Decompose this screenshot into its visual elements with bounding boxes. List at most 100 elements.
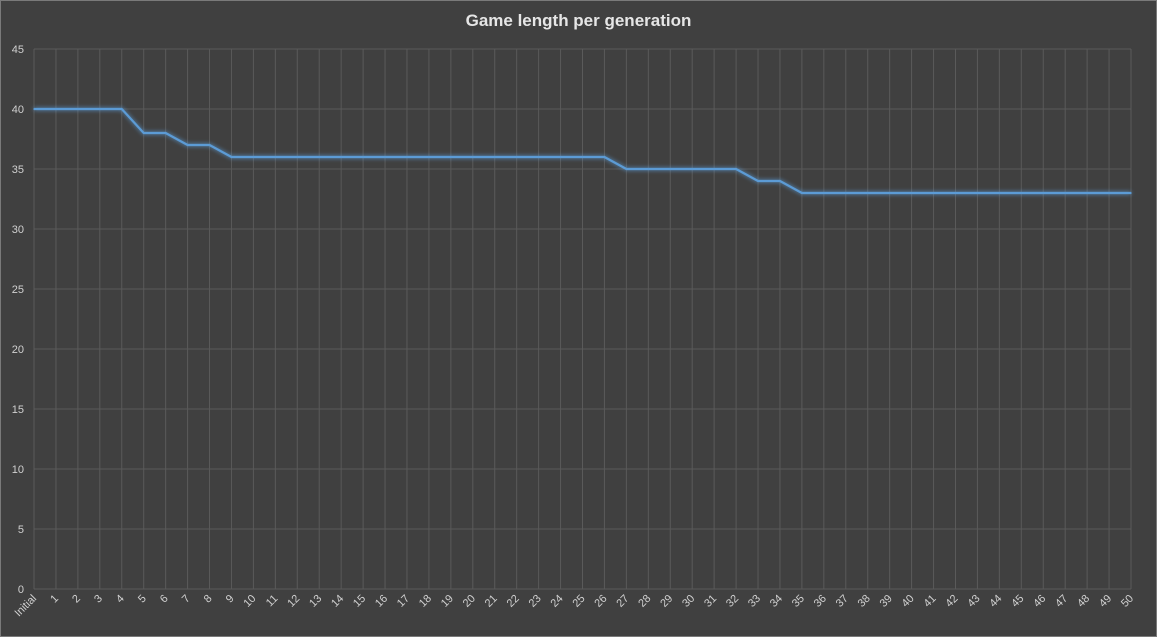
data-point xyxy=(603,156,606,158)
data-point xyxy=(362,156,364,158)
data-point xyxy=(779,180,781,182)
data-point xyxy=(77,108,79,110)
x-tick-label: 35 xyxy=(790,593,807,610)
data-point xyxy=(472,156,474,158)
data-point xyxy=(537,156,540,158)
data-point xyxy=(691,168,693,170)
x-tick-label: 26 xyxy=(592,593,609,610)
x-tick-label: 18 xyxy=(417,593,434,610)
data-point xyxy=(735,168,737,170)
data-point xyxy=(1108,192,1110,194)
y-tick-label: 20 xyxy=(12,344,24,356)
x-tick-label: 24 xyxy=(549,593,566,610)
data-point xyxy=(998,192,1001,194)
data-point xyxy=(384,156,386,158)
y-tick-label: 10 xyxy=(12,464,24,476)
data-point xyxy=(625,168,628,170)
data-point xyxy=(757,180,759,182)
x-tick-label: 33 xyxy=(746,593,763,610)
data-point xyxy=(296,156,299,158)
x-tick-label: 27 xyxy=(614,593,631,610)
y-tick-label: 0 xyxy=(18,584,24,596)
data-point xyxy=(99,108,101,110)
x-tick-label: 13 xyxy=(307,593,324,610)
data-point xyxy=(164,132,167,134)
data-point xyxy=(33,108,35,110)
y-tick-label: 25 xyxy=(12,284,24,296)
data-point xyxy=(1064,192,1066,194)
data-point xyxy=(559,156,562,158)
x-tick-label: 42 xyxy=(943,593,960,610)
y-tick-label: 5 xyxy=(18,524,24,536)
x-tick-label: 25 xyxy=(570,593,587,610)
data-point xyxy=(428,156,430,158)
data-point xyxy=(954,192,957,194)
x-tick-label: 19 xyxy=(439,593,456,610)
x-tick-label: 41 xyxy=(922,593,939,610)
chart-title: Game length per generation xyxy=(465,11,692,30)
x-tick-label: 14 xyxy=(329,593,346,610)
x-tick-label: 12 xyxy=(285,593,302,610)
x-tick-label: 5 xyxy=(136,593,149,606)
data-point xyxy=(866,192,869,194)
x-tick-label: 40 xyxy=(900,593,917,610)
y-tick-label: 30 xyxy=(12,224,24,236)
x-tick-label: 49 xyxy=(1097,593,1114,610)
data-point xyxy=(230,156,233,158)
data-point xyxy=(208,144,211,146)
x-tick-label: 30 xyxy=(680,593,697,610)
x-tick-label: 11 xyxy=(264,593,281,610)
gridlines xyxy=(33,48,1132,590)
data-point xyxy=(515,156,518,158)
x-tick-label: 32 xyxy=(724,593,741,610)
x-tick-label: Initial xyxy=(12,593,39,620)
x-tick-label: 39 xyxy=(878,593,895,610)
x-tick-label: 34 xyxy=(768,593,785,610)
x-tick-label: 37 xyxy=(834,593,851,610)
x-tick-label: 44 xyxy=(987,593,1004,610)
data-point xyxy=(274,156,277,158)
x-tick-label: 45 xyxy=(1009,593,1026,610)
x-tick-label: 36 xyxy=(812,593,829,610)
data-point xyxy=(120,108,123,110)
x-tick-label: 38 xyxy=(856,593,873,610)
data-point xyxy=(340,156,342,158)
x-tick-label: 29 xyxy=(658,593,675,610)
x-tick-label: 3 xyxy=(92,593,105,606)
data-point xyxy=(888,192,891,194)
x-tick-label: 1 xyxy=(48,593,61,606)
data-point xyxy=(647,168,650,170)
x-tick-label: 16 xyxy=(373,593,390,610)
x-tick-label: 7 xyxy=(180,593,193,606)
x-tick-label: 2 xyxy=(70,593,83,606)
x-tick-label: 15 xyxy=(351,593,368,610)
data-point xyxy=(55,108,57,110)
x-tick-label: 20 xyxy=(461,593,478,610)
data-point xyxy=(318,156,321,158)
data-point xyxy=(669,168,672,170)
y-tick-label: 45 xyxy=(12,44,24,56)
data-point xyxy=(823,192,825,194)
x-tick-label: 28 xyxy=(636,593,653,610)
x-tick-label: 6 xyxy=(158,593,171,606)
data-point xyxy=(1130,192,1132,194)
data-point xyxy=(450,156,452,158)
data-point xyxy=(142,132,145,134)
x-tick-label: 23 xyxy=(527,593,544,610)
data-point xyxy=(801,192,803,194)
x-tick-label: 17 xyxy=(395,593,412,610)
x-tick-label: 8 xyxy=(202,593,215,606)
x-tick-label: 43 xyxy=(965,593,982,610)
data-point xyxy=(976,192,979,194)
x-tick-label: 22 xyxy=(505,593,522,610)
x-tick-label: 48 xyxy=(1075,593,1092,610)
y-tick-label: 15 xyxy=(12,404,24,416)
data-point xyxy=(406,156,408,158)
series-layer xyxy=(33,107,1132,195)
data-point xyxy=(581,156,584,158)
x-tick-label: 9 xyxy=(224,593,237,606)
data-point xyxy=(910,192,913,194)
x-tick-label: 31 xyxy=(702,593,719,610)
